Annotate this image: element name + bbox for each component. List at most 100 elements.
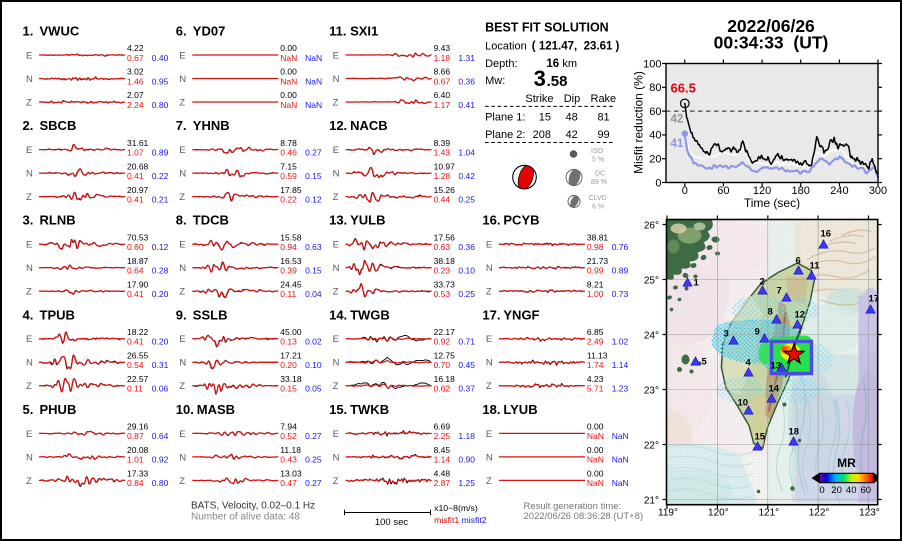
svg-text:4.23: 4.23 xyxy=(587,374,604,384)
svg-text:N: N xyxy=(26,74,33,85)
svg-text:0.45: 0.45 xyxy=(458,360,475,370)
svg-text:1.18: 1.18 xyxy=(458,431,475,441)
svg-text:60: 60 xyxy=(861,485,872,496)
svg-text:TWKB: TWKB xyxy=(350,402,389,417)
svg-text:70.53: 70.53 xyxy=(127,232,149,242)
svg-text:NaN: NaN xyxy=(305,53,322,63)
svg-text:1.31: 1.31 xyxy=(458,53,475,63)
svg-text:121°: 121° xyxy=(758,508,779,519)
svg-text:17.85: 17.85 xyxy=(280,185,302,195)
svg-text:89 %: 89 % xyxy=(591,179,607,186)
svg-text:9.43: 9.43 xyxy=(434,43,451,53)
svg-text:2.24: 2.24 xyxy=(127,100,144,110)
svg-text:Z: Z xyxy=(26,97,32,108)
svg-text:0.64: 0.64 xyxy=(152,431,169,441)
svg-text:20: 20 xyxy=(649,154,661,166)
svg-text:40: 40 xyxy=(649,130,661,142)
svg-text:3.02: 3.02 xyxy=(127,67,144,77)
svg-text:17.33: 17.33 xyxy=(127,469,149,479)
svg-text:0.40: 0.40 xyxy=(152,53,169,63)
svg-text:20.68: 20.68 xyxy=(127,161,149,171)
svg-text:6.85: 6.85 xyxy=(587,327,604,337)
svg-text:N: N xyxy=(179,452,186,463)
svg-text:2.25: 2.25 xyxy=(434,431,451,441)
svg-text:0.42: 0.42 xyxy=(458,171,475,181)
svg-text:0.67: 0.67 xyxy=(434,76,451,86)
svg-text:E: E xyxy=(486,334,492,345)
svg-text:1.14: 1.14 xyxy=(434,455,451,465)
svg-text:1.17: 1.17 xyxy=(434,100,451,110)
svg-text:45.00: 45.00 xyxy=(280,327,302,337)
svg-text:6: 6 xyxy=(796,256,801,267)
svg-text:0.00: 0.00 xyxy=(587,445,604,455)
svg-text:0.92: 0.92 xyxy=(434,337,451,347)
svg-text:11: 11 xyxy=(810,261,821,272)
svg-text:0.25: 0.25 xyxy=(458,194,475,204)
svg-text:0.00: 0.00 xyxy=(280,43,297,53)
svg-text:9.: 9. xyxy=(176,307,187,322)
svg-text:0.59: 0.59 xyxy=(280,171,297,181)
svg-text:N: N xyxy=(486,263,493,274)
svg-text:17.: 17. xyxy=(482,307,500,322)
svg-text:22.17: 22.17 xyxy=(434,327,456,337)
svg-text:0.67: 0.67 xyxy=(127,53,144,63)
svg-text:0.99: 0.99 xyxy=(587,266,604,276)
svg-text:5 %: 5 % xyxy=(592,156,604,163)
svg-text:1.23: 1.23 xyxy=(612,384,629,394)
svg-text:N: N xyxy=(486,358,493,369)
svg-text:1: 1 xyxy=(694,278,700,289)
svg-text:MASB: MASB xyxy=(197,402,235,417)
svg-text:0.25: 0.25 xyxy=(458,289,475,299)
svg-text:25°: 25° xyxy=(644,276,659,287)
svg-text:0.71: 0.71 xyxy=(458,337,475,347)
svg-text:0.00: 0.00 xyxy=(587,469,604,479)
svg-text:16.53: 16.53 xyxy=(280,256,302,266)
svg-text:Z: Z xyxy=(179,97,185,108)
svg-text:18.22: 18.22 xyxy=(127,327,149,337)
svg-text:E: E xyxy=(333,145,339,156)
svg-text:24°: 24° xyxy=(644,331,659,342)
svg-text:14: 14 xyxy=(769,384,780,395)
svg-text:0.12: 0.12 xyxy=(152,242,169,252)
svg-text:10.97: 10.97 xyxy=(434,161,456,171)
svg-text:22°: 22° xyxy=(644,441,659,452)
svg-text:NaN: NaN xyxy=(612,455,629,465)
svg-text:12: 12 xyxy=(795,310,806,321)
svg-text:ISO: ISO xyxy=(591,148,604,155)
svg-text:0.15: 0.15 xyxy=(305,266,322,276)
svg-text:NaN: NaN xyxy=(305,100,322,110)
svg-text:0.22: 0.22 xyxy=(280,194,297,204)
svg-text:N: N xyxy=(26,169,33,180)
svg-text:20.97: 20.97 xyxy=(127,185,149,195)
svg-text:6 %: 6 % xyxy=(592,204,604,211)
svg-text:NaN: NaN xyxy=(280,53,297,63)
svg-text:Number of alive data: 48: Number of alive data: 48 xyxy=(191,511,300,522)
svg-text:Z: Z xyxy=(179,287,185,298)
svg-text:0.41: 0.41 xyxy=(127,194,144,204)
svg-text:0.27: 0.27 xyxy=(305,431,322,441)
svg-text:38.81: 38.81 xyxy=(587,232,609,242)
svg-text:E: E xyxy=(179,50,185,61)
svg-text:2.07: 2.07 xyxy=(127,90,144,100)
svg-text:0.60: 0.60 xyxy=(127,242,144,252)
svg-text:Plane 2:: Plane 2: xyxy=(485,129,525,141)
svg-text:4.48: 4.48 xyxy=(434,469,451,479)
svg-text:0.90: 0.90 xyxy=(458,455,475,465)
svg-text:0.53: 0.53 xyxy=(434,289,451,299)
svg-text:4.: 4. xyxy=(23,307,34,322)
svg-text:7.: 7. xyxy=(176,118,187,133)
svg-text:Strike: Strike xyxy=(525,93,553,105)
svg-text:0.46: 0.46 xyxy=(280,147,297,157)
svg-text:1.01: 1.01 xyxy=(127,455,144,465)
svg-text:3: 3 xyxy=(724,329,729,340)
svg-text:N: N xyxy=(179,169,186,180)
svg-text:100: 100 xyxy=(643,58,661,70)
svg-text:CLVD: CLVD xyxy=(589,195,607,202)
svg-text:Mw:: Mw: xyxy=(485,75,505,87)
svg-text:N: N xyxy=(486,452,493,463)
svg-text:NACB: NACB xyxy=(350,118,388,133)
svg-text:13.03: 13.03 xyxy=(280,469,302,479)
svg-text:1.14: 1.14 xyxy=(612,360,629,370)
svg-text:8.78: 8.78 xyxy=(280,138,297,148)
svg-text:SBCB: SBCB xyxy=(40,118,77,133)
